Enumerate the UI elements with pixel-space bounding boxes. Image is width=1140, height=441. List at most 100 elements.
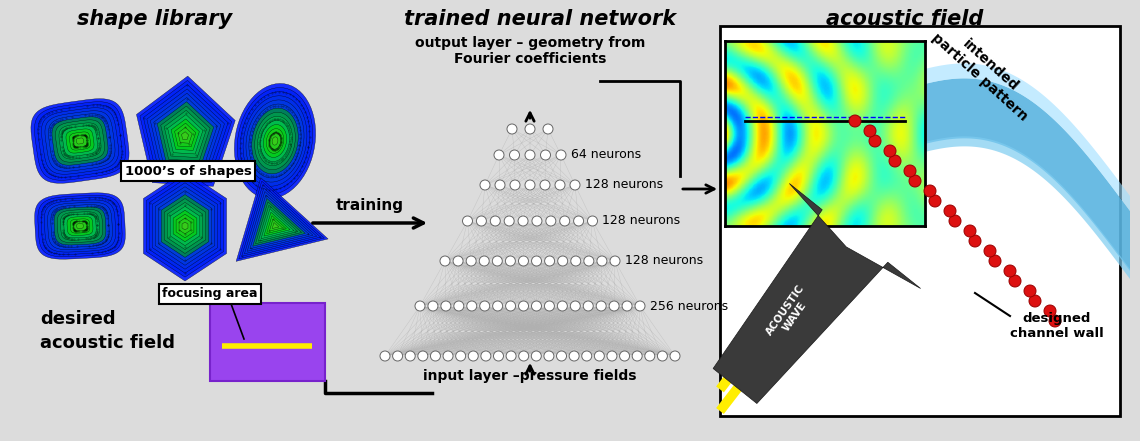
Polygon shape: [899, 64, 1130, 211]
Polygon shape: [76, 224, 83, 228]
Polygon shape: [154, 97, 218, 168]
Circle shape: [581, 351, 592, 361]
Polygon shape: [171, 119, 200, 150]
Polygon shape: [137, 76, 235, 186]
Polygon shape: [263, 124, 286, 157]
Polygon shape: [41, 108, 119, 174]
Circle shape: [606, 351, 617, 361]
Circle shape: [864, 125, 876, 137]
Circle shape: [531, 301, 542, 311]
Circle shape: [556, 150, 565, 160]
Polygon shape: [34, 102, 125, 180]
Circle shape: [507, 124, 518, 134]
Polygon shape: [158, 191, 212, 262]
Polygon shape: [34, 193, 125, 259]
Circle shape: [1024, 285, 1036, 297]
Circle shape: [884, 145, 896, 157]
Polygon shape: [71, 219, 90, 233]
Circle shape: [531, 351, 542, 361]
Circle shape: [463, 216, 472, 226]
Text: desired
acoustic field: desired acoustic field: [40, 310, 176, 352]
Polygon shape: [243, 96, 307, 186]
Polygon shape: [899, 78, 1130, 271]
Polygon shape: [56, 120, 105, 162]
Polygon shape: [153, 183, 218, 269]
Circle shape: [494, 351, 504, 361]
Circle shape: [557, 301, 568, 311]
Circle shape: [519, 351, 529, 361]
Polygon shape: [179, 218, 190, 234]
Circle shape: [597, 256, 606, 266]
Text: shape library: shape library: [78, 9, 233, 29]
Circle shape: [546, 216, 556, 226]
Text: 1000’s of shapes: 1000’s of shapes: [124, 164, 252, 177]
Circle shape: [569, 351, 579, 361]
Circle shape: [453, 256, 463, 266]
Circle shape: [609, 301, 619, 311]
Polygon shape: [235, 83, 316, 198]
Text: focusing area: focusing area: [162, 288, 258, 300]
Polygon shape: [259, 206, 298, 241]
Circle shape: [544, 351, 554, 361]
Circle shape: [596, 301, 606, 311]
Polygon shape: [67, 217, 93, 235]
Circle shape: [505, 301, 515, 311]
Circle shape: [526, 150, 535, 160]
Polygon shape: [44, 111, 115, 171]
Text: 256 neurons: 256 neurons: [650, 299, 728, 313]
Polygon shape: [263, 212, 291, 236]
Circle shape: [869, 135, 881, 147]
Circle shape: [477, 216, 487, 226]
Polygon shape: [57, 209, 103, 243]
Circle shape: [587, 216, 597, 226]
Circle shape: [526, 180, 535, 190]
Circle shape: [506, 351, 516, 361]
Circle shape: [904, 165, 917, 177]
Polygon shape: [38, 105, 122, 177]
Circle shape: [481, 351, 491, 361]
Circle shape: [469, 351, 479, 361]
Polygon shape: [272, 223, 279, 228]
Polygon shape: [144, 85, 228, 179]
Circle shape: [925, 185, 936, 197]
Text: output layer – geometry from
Fourier coefficients: output layer – geometry from Fourier coe…: [415, 36, 645, 66]
Circle shape: [510, 150, 520, 160]
Circle shape: [889, 155, 901, 167]
Circle shape: [619, 351, 629, 361]
Polygon shape: [52, 117, 108, 165]
Polygon shape: [149, 179, 221, 273]
Text: 128 neurons: 128 neurons: [603, 214, 681, 228]
Polygon shape: [157, 102, 213, 165]
Circle shape: [584, 256, 594, 266]
Circle shape: [543, 124, 553, 134]
Circle shape: [532, 216, 541, 226]
Circle shape: [1044, 305, 1056, 317]
Polygon shape: [246, 100, 304, 182]
Circle shape: [1004, 265, 1016, 277]
Polygon shape: [41, 198, 119, 254]
Polygon shape: [267, 129, 284, 153]
Circle shape: [545, 301, 554, 311]
Circle shape: [480, 180, 490, 190]
Circle shape: [929, 195, 940, 207]
Circle shape: [440, 256, 450, 266]
Bar: [210, 303, 325, 381]
Polygon shape: [161, 106, 210, 161]
Polygon shape: [49, 114, 112, 168]
Circle shape: [849, 115, 861, 127]
Circle shape: [492, 256, 503, 266]
Circle shape: [545, 256, 555, 266]
Circle shape: [948, 215, 961, 227]
Polygon shape: [164, 110, 206, 157]
Circle shape: [466, 256, 477, 266]
Text: training: training: [336, 198, 404, 213]
Polygon shape: [70, 132, 90, 150]
Circle shape: [540, 180, 549, 190]
Circle shape: [405, 351, 415, 361]
Text: intended
particle pattern: intended particle pattern: [929, 19, 1041, 123]
Text: 64 neurons: 64 neurons: [571, 149, 641, 161]
Circle shape: [454, 301, 464, 311]
Polygon shape: [253, 198, 306, 246]
Polygon shape: [60, 212, 99, 240]
Circle shape: [380, 351, 390, 361]
